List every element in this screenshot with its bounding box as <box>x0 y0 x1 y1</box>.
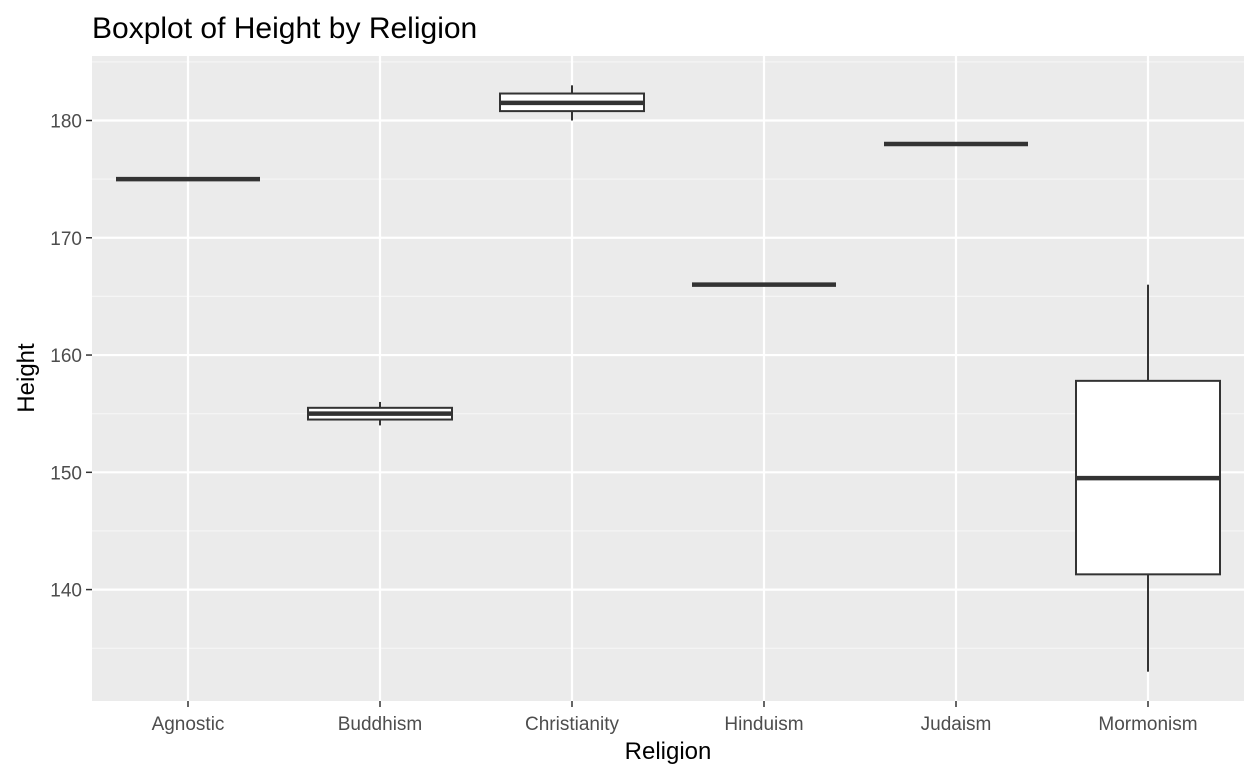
box-christianity <box>499 85 645 121</box>
box-mormonism <box>1075 284 1221 672</box>
y-axis: 140 150 160 170 180 <box>50 112 92 602</box>
plot-panel <box>92 56 1244 701</box>
y-tick-label: 180 <box>50 112 82 133</box>
chart-title: Boxplot of Height by Religion <box>92 12 477 45</box>
y-tick-label: 170 <box>50 229 82 250</box>
y-tick-label: 160 <box>50 346 82 367</box>
x-tick-label: Buddhism <box>338 714 423 735</box>
x-tick-label: Christianity <box>525 714 619 735</box>
box-buddhism <box>307 401 453 426</box>
x-tick-label: Mormonism <box>1098 714 1197 735</box>
y-tick-label: 150 <box>50 463 82 484</box>
x-axis-title: Religion <box>625 738 712 765</box>
y-axis-title: Height <box>13 343 40 413</box>
x-tick-label: Agnostic <box>152 714 225 735</box>
boxes <box>116 85 1221 672</box>
x-tick-label: Judaism <box>921 714 992 735</box>
x-axis: Agnostic Buddhism Christianity Hinduism Juda… <box>152 701 1198 735</box>
x-tick-label: Hinduism <box>724 714 803 735</box>
y-tick-label: 140 <box>50 581 82 602</box>
